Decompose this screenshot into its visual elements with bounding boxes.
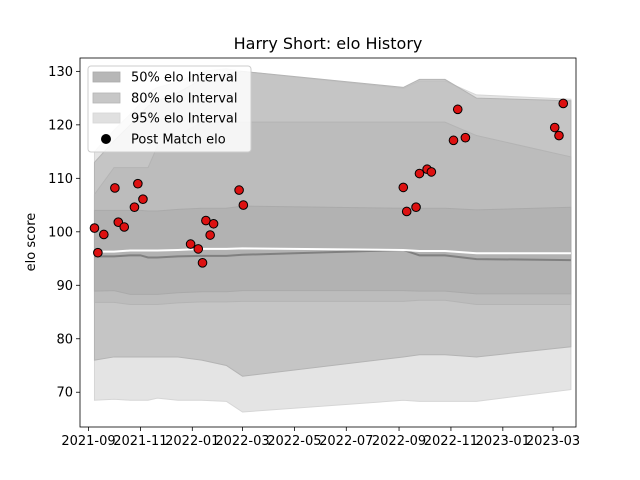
- data-point: [414, 168, 425, 179]
- y-axis-label: elo score: [24, 213, 39, 272]
- x-tick-label: 2023-01: [476, 434, 530, 449]
- data-point: [398, 182, 409, 193]
- data-point: [238, 200, 249, 210]
- data-point: [185, 239, 196, 249]
- legend-swatch: [92, 71, 121, 83]
- data-point: [411, 202, 421, 213]
- x-tick-label: 2022-11: [424, 434, 478, 449]
- legend-label: Post Match elo: [131, 133, 226, 148]
- legend-label: 50% elo Interval: [131, 71, 238, 86]
- data-point: [448, 135, 459, 146]
- legend-label: 95% elo Interval: [131, 112, 238, 127]
- data-point: [208, 218, 219, 229]
- y-tick-label: 70: [56, 386, 73, 401]
- x-tick-label: 2022-09: [372, 434, 426, 449]
- data-point: [554, 130, 564, 141]
- x-tick-label: 2021-11: [113, 434, 167, 449]
- x-tick-label: 2022-07: [319, 434, 373, 449]
- data-point: [452, 104, 463, 115]
- median-line: [94, 248, 571, 262]
- data-point: [193, 244, 204, 254]
- legend-marker: [101, 134, 111, 144]
- post-match-points: [89, 98, 569, 268]
- data-point: [558, 98, 569, 109]
- plot-frame: [79, 57, 577, 428]
- data-point: [99, 229, 109, 240]
- legend-swatch: [92, 112, 121, 124]
- data-point: [129, 202, 140, 213]
- legend-swatch: [92, 92, 121, 104]
- data-point: [426, 167, 437, 177]
- x-tick-label: 2021-09: [61, 434, 115, 449]
- data-point: [110, 183, 120, 193]
- data-point: [401, 206, 412, 217]
- x-axis: 2021-092021-112022-012022-032022-052022-…: [61, 427, 580, 449]
- y-tick-label: 120: [48, 118, 73, 133]
- y-tick-label: 130: [48, 65, 73, 80]
- data-point: [133, 178, 143, 189]
- y-tick-label: 80: [56, 332, 73, 347]
- y-axis: 70 80 90 100 110 120 130: [48, 65, 80, 401]
- data-point: [549, 122, 560, 133]
- data-point: [89, 223, 100, 233]
- data-point: [205, 230, 215, 240]
- data-point: [138, 194, 148, 204]
- data-point: [460, 132, 471, 143]
- x-tick-label: 2022-03: [215, 434, 269, 449]
- y-tick-label: 100: [48, 225, 73, 240]
- data-point: [93, 247, 103, 258]
- data-point: [197, 258, 208, 268]
- x-tick-label: 2023-03: [526, 434, 580, 449]
- legend-label: 80% elo Interval: [131, 92, 238, 107]
- legend-box: [87, 65, 252, 153]
- x-tick-label: 2022-01: [165, 434, 219, 449]
- data-point: [234, 185, 244, 195]
- y-tick-label: 110: [48, 172, 73, 187]
- data-point: [119, 222, 130, 232]
- x-tick-label: 2022-05: [267, 434, 321, 449]
- legend: 50% elo Interval 80% elo Interval 95% elo …: [87, 65, 252, 153]
- y-tick-label: 90: [56, 279, 73, 294]
- chart-title: Harry Short: elo History: [234, 34, 423, 53]
